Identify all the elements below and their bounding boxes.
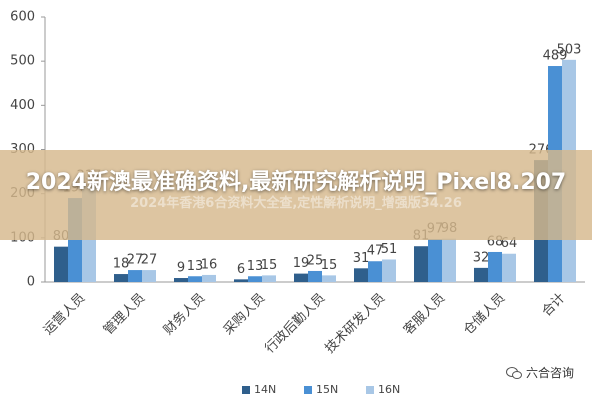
legend-swatch bbox=[366, 386, 374, 394]
banner bbox=[0, 150, 592, 240]
bar bbox=[174, 278, 188, 282]
x-tick-label: 财务人员 bbox=[160, 290, 208, 338]
legend-label: 16N bbox=[378, 383, 400, 396]
bar bbox=[414, 246, 428, 282]
bar bbox=[54, 246, 68, 282]
data-label: 13 bbox=[187, 259, 204, 274]
y-tick-label: 400 bbox=[10, 98, 35, 113]
y-tick-label: 500 bbox=[10, 54, 35, 69]
bar bbox=[428, 239, 442, 282]
bar bbox=[294, 273, 308, 282]
x-tick-label: 仓储人员 bbox=[461, 291, 508, 338]
data-label: 503 bbox=[557, 42, 582, 57]
legend-swatch bbox=[304, 386, 312, 394]
x-tick-label: 客服人员 bbox=[400, 290, 448, 338]
data-label: 25 bbox=[307, 253, 324, 268]
bar bbox=[308, 270, 322, 282]
y-tick-label: 0 bbox=[27, 275, 35, 290]
x-tick-label: 技术研发人员 bbox=[322, 290, 388, 356]
bar bbox=[368, 261, 382, 282]
bar bbox=[142, 270, 156, 282]
legend-swatch bbox=[242, 386, 250, 394]
data-label: 47 bbox=[367, 244, 384, 259]
data-label: 15 bbox=[321, 258, 338, 273]
watermark-text: 六合咨询 bbox=[525, 366, 574, 380]
legend-label: 14N bbox=[254, 383, 276, 396]
x-tick-label: 行政后勤人员 bbox=[263, 291, 329, 357]
data-label: 51 bbox=[381, 242, 398, 257]
bar bbox=[202, 274, 216, 282]
data-label: 27 bbox=[127, 253, 144, 268]
data-label: 27 bbox=[141, 253, 158, 268]
data-label: 489 bbox=[543, 49, 568, 64]
bar bbox=[354, 268, 368, 282]
bar bbox=[188, 276, 202, 282]
data-label: 13 bbox=[247, 259, 264, 274]
bar bbox=[234, 279, 248, 282]
data-label: 9 bbox=[177, 261, 185, 276]
bar bbox=[128, 270, 142, 282]
watermark: 六合咨询 bbox=[505, 364, 574, 381]
bar bbox=[248, 276, 262, 282]
data-label: 19 bbox=[293, 256, 310, 271]
data-label: 32 bbox=[473, 250, 490, 265]
x-tick-label: 运营人员 bbox=[41, 291, 88, 338]
x-tick-label: 合计 bbox=[539, 291, 568, 320]
data-label: 16 bbox=[201, 257, 218, 272]
y-tick-label: 600 bbox=[10, 10, 35, 25]
data-label: 31 bbox=[353, 251, 370, 266]
bar bbox=[262, 275, 276, 282]
bar bbox=[442, 238, 456, 282]
data-label: 18 bbox=[113, 257, 130, 272]
wechat-icon bbox=[505, 366, 522, 379]
x-tick-label: 采购人员 bbox=[220, 290, 268, 338]
bar bbox=[114, 274, 128, 282]
banner-subtext: 2024年香港6合资料大全查,定性解析说明_增强版34.26 bbox=[130, 196, 462, 211]
bar bbox=[322, 275, 336, 282]
x-tick-label: 管理人员 bbox=[101, 291, 148, 338]
data-label: 6 bbox=[237, 262, 245, 277]
bar bbox=[502, 253, 516, 282]
bar bbox=[474, 267, 488, 282]
bar bbox=[488, 251, 502, 282]
legend-label: 15N bbox=[316, 383, 338, 396]
data-label: 15 bbox=[261, 258, 278, 273]
bar bbox=[382, 259, 396, 282]
banner-headline: 2024新澳最准确资料,最新研究解析说明_Pixel8.207 bbox=[25, 170, 567, 195]
